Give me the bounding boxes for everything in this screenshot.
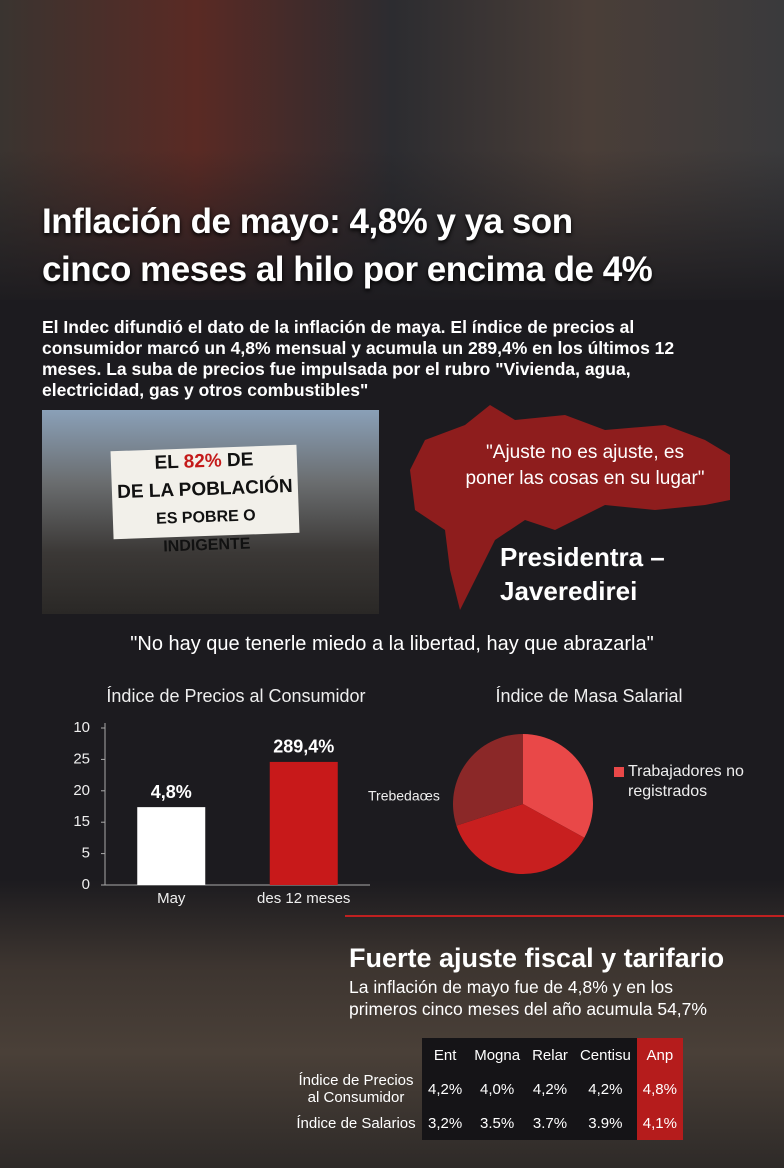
bar-annotation: 289,4% [273,737,334,757]
pie-slice [453,734,523,826]
cell: 3,2% [422,1106,469,1140]
photo-shade [0,150,784,310]
pie-slice [456,804,585,874]
bar [269,761,338,885]
header-cell: Relar [526,1038,574,1072]
cell: 4,1% [636,1106,683,1140]
lead: meses. La suba de precios fue impulsada … [42,359,631,379]
lead: El Indec difundió el dato de la inflació… [42,317,635,337]
legend: Trabajadores no registrados [596,762,746,802]
lead: consumidor marcó un 4,8% mensual y acumu… [42,338,675,358]
cell: 4,2% [573,1072,637,1106]
legend-label: Trabajadores no registrados [628,763,744,800]
chart-title: Índice de Masa Salarial [495,686,682,706]
cell: 4,2% [422,1072,469,1106]
header-cell [290,1038,422,1072]
quote: "No hay que tenerle miedo a la libertad,… [130,633,654,655]
map-shape [410,405,730,610]
x-tick-label: May [157,890,186,907]
cell: 4,2% [526,1072,574,1106]
text-line: primeros cinco meses del año acumula 54,… [349,999,707,1019]
table: Ent Mogna Relar Centisu Anp Índice de Pr… [290,1038,683,1140]
header-cell: Mogna [468,1038,527,1072]
bar-annotation: 4,8% [151,782,192,802]
y-tick-label: 5 [82,845,90,862]
pie-slice [523,734,594,838]
cell: 3.7% [526,1106,574,1140]
slice-label: Trebedaœs [368,788,440,804]
table-row: Índice de Salarios 3,2% 3.5% 3.7% 3.9% 4… [290,1106,683,1140]
text-line: La inflación de mayo fue de 4,8% y en lo… [349,977,673,997]
x-tick-label: des 12 meses [257,890,350,907]
section-text: La inflación de mayo fue de 4,8% y en lo… [349,976,707,1020]
cell: 4,0% [468,1072,527,1106]
quote-line: "Ajuste no es ajuste, es [486,442,684,463]
attribution-line: Javeredirei [500,576,638,606]
map [410,405,730,610]
headline: Inflación de mayo: 4,8% y ya son [42,202,573,241]
y-tick-label: 25 [73,750,90,767]
protest-photo: EL 82% DE DE LA POBLACIÓN ES POBRE O IND… [42,410,379,614]
row-label: Índice de Salarios [296,1114,416,1132]
charts: Índice de Precios al Consumidor 0 5 15 20 25 1… [73,686,784,917]
chart-title: Índice de Precios al Consumidor [106,686,365,706]
lead: electricidad, gas y otros combustibles" [42,380,369,400]
header-cell: Anp [636,1038,683,1072]
bar [137,807,206,885]
map-quote: "Ajuste no es ajuste, es poner las cosas … [440,440,730,492]
legend-swatch [614,767,624,777]
y-tick-label: 20 [73,782,90,799]
header-cell: Ent [422,1038,469,1072]
headline: cinco meses al hilo por encima de 4% [42,250,653,289]
y-tick-label: 0 [82,876,90,893]
quote-line: poner las cosas en su lugar" [465,468,705,489]
section-title: Fuerte ajuste fiscal y tarifario [349,943,725,973]
table-row: Índice de Precios al Consumidor 4,2% 4,0… [290,1072,683,1106]
table-header: Ent Mogna Relar Centisu Anp [290,1038,683,1072]
row-label: Índice de Precios al Consumidor [298,1072,414,1106]
y-tick-label: 15 [73,813,90,830]
attribution-line: Presidentra – [500,542,665,572]
attribution: Presidentra – Javeredirei [500,540,665,608]
cell: 3.9% [573,1106,637,1140]
cell: 4,8% [636,1072,683,1106]
header-cell: Centisu [573,1038,637,1072]
cell: 3.5% [468,1106,527,1140]
y-tick-label: 10 [73,719,90,736]
